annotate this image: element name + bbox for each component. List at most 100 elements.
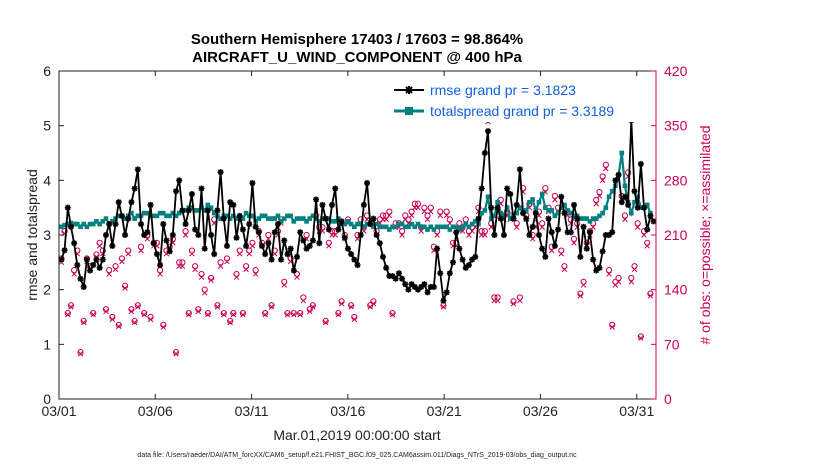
x-tick-label: 03/26	[523, 403, 558, 419]
rmse-point	[262, 251, 269, 258]
obs-assimilated-point	[115, 323, 122, 330]
obs-possible-point	[481, 227, 488, 235]
rmse-point	[535, 232, 542, 238]
totalspread-point	[425, 227, 430, 232]
y-axis-ticks: 0 1 2 3 4 5 6	[43, 63, 64, 407]
rmse-point	[367, 221, 374, 228]
obs-possible-point	[478, 227, 485, 235]
totalspread-point	[638, 205, 644, 210]
obs-possible-point	[322, 317, 329, 325]
obs-assimilated-point	[233, 274, 240, 280]
rmse-point	[376, 240, 383, 247]
rmse-point	[586, 229, 593, 236]
rmse-point	[125, 215, 132, 222]
obs-possible-point	[220, 309, 227, 317]
totalspread-point	[479, 210, 484, 216]
totalspread-point	[390, 224, 395, 230]
rmse-point	[230, 201, 237, 208]
obs-possible-point	[634, 220, 641, 227]
rmse-point	[223, 242, 230, 249]
obs-possible-point	[386, 208, 393, 215]
rmse-point	[532, 210, 539, 217]
obs-assimilated-point	[227, 319, 233, 326]
obs-assimilated-point	[638, 335, 644, 341]
totalspread-point	[352, 224, 357, 230]
obs-possible-point	[316, 224, 323, 231]
obs-assimilated-point	[415, 204, 421, 211]
legend-spread-label: totalspread grand pr = 3.3189	[430, 103, 614, 119]
rmse-point	[644, 226, 651, 233]
rmse-point	[625, 201, 632, 208]
rmse-point	[157, 262, 164, 269]
totalspread-point	[316, 219, 322, 224]
rmse-point	[370, 215, 377, 222]
rmse-point	[561, 210, 568, 217]
obs-possible-point	[115, 321, 122, 328]
totalspread-point	[549, 208, 555, 213]
rmse-point	[574, 215, 581, 222]
obs-assimilated-point	[297, 311, 303, 318]
totalspread-point	[358, 221, 363, 227]
totalspread-point	[590, 216, 596, 221]
rmse-point	[379, 253, 386, 260]
totalspread-point	[307, 216, 313, 221]
obs-possible-point	[262, 309, 269, 317]
legend-rmse-label: rmse grand pr = 3.1823	[430, 82, 576, 98]
totalspread-point	[383, 224, 389, 230]
totalspread-point	[523, 208, 529, 213]
obs-possible-point	[106, 267, 113, 274]
rmse-point	[325, 226, 332, 233]
obs-assimilated-point	[440, 304, 447, 310]
rmse-point	[641, 204, 648, 211]
totalspread-point	[581, 216, 586, 221]
rmse-point	[61, 247, 68, 254]
rmse-point	[74, 262, 81, 269]
totalspread-point	[364, 221, 370, 227]
rmse-point	[201, 245, 208, 252]
rmse-point	[153, 251, 160, 258]
totalspread-point	[320, 216, 325, 221]
obs-assimilated-point	[246, 250, 253, 257]
totalspread-point	[536, 199, 542, 205]
obs-assimilated-point	[205, 311, 211, 318]
obs-possible-point	[227, 317, 234, 325]
rmse-point	[118, 212, 125, 219]
rmse-point	[491, 232, 498, 238]
rmse-point	[580, 223, 587, 230]
totalspread-point	[329, 219, 335, 224]
rmse-point	[504, 185, 511, 192]
right-y-tick-label: 140	[664, 282, 688, 298]
totalspread-point	[278, 219, 284, 224]
rmse-point	[402, 281, 409, 288]
totalspread-point	[90, 221, 96, 227]
rmse-point	[523, 215, 530, 222]
obs-assimilated-point	[466, 232, 472, 238]
obs-assimilated-point	[291, 311, 297, 318]
totalspread-point	[110, 219, 115, 224]
rmse-point	[87, 267, 94, 274]
x-tick-label: 03/31	[619, 403, 654, 419]
rmse-series	[58, 117, 657, 304]
rmse-point	[112, 221, 119, 228]
obs-assimilated-point	[332, 232, 338, 238]
rmse-point	[147, 201, 154, 208]
obs-assimilated-point	[338, 300, 345, 307]
obs-assimilated-point	[240, 311, 246, 318]
rmse-point	[329, 201, 336, 208]
totalspread-point	[609, 188, 615, 194]
rmse-point	[475, 215, 482, 222]
rmse-point	[364, 180, 371, 187]
rmse-point	[335, 226, 342, 233]
right-y-tick-label: 350	[664, 118, 688, 134]
totalspread-point	[345, 219, 351, 224]
obs-possible-point	[542, 185, 549, 192]
totalspread-point	[208, 205, 214, 210]
totalspread-point	[371, 224, 376, 230]
chart-title-line2: AIRCRAFT_U_WIND_COMPONENT @ 400 hPa	[192, 49, 522, 66]
obs-assimilated-point	[201, 290, 208, 296]
rmse-point	[255, 229, 262, 236]
obs-possible-point	[424, 212, 431, 219]
rmse-point	[281, 237, 288, 244]
totalspread-point	[196, 208, 201, 213]
